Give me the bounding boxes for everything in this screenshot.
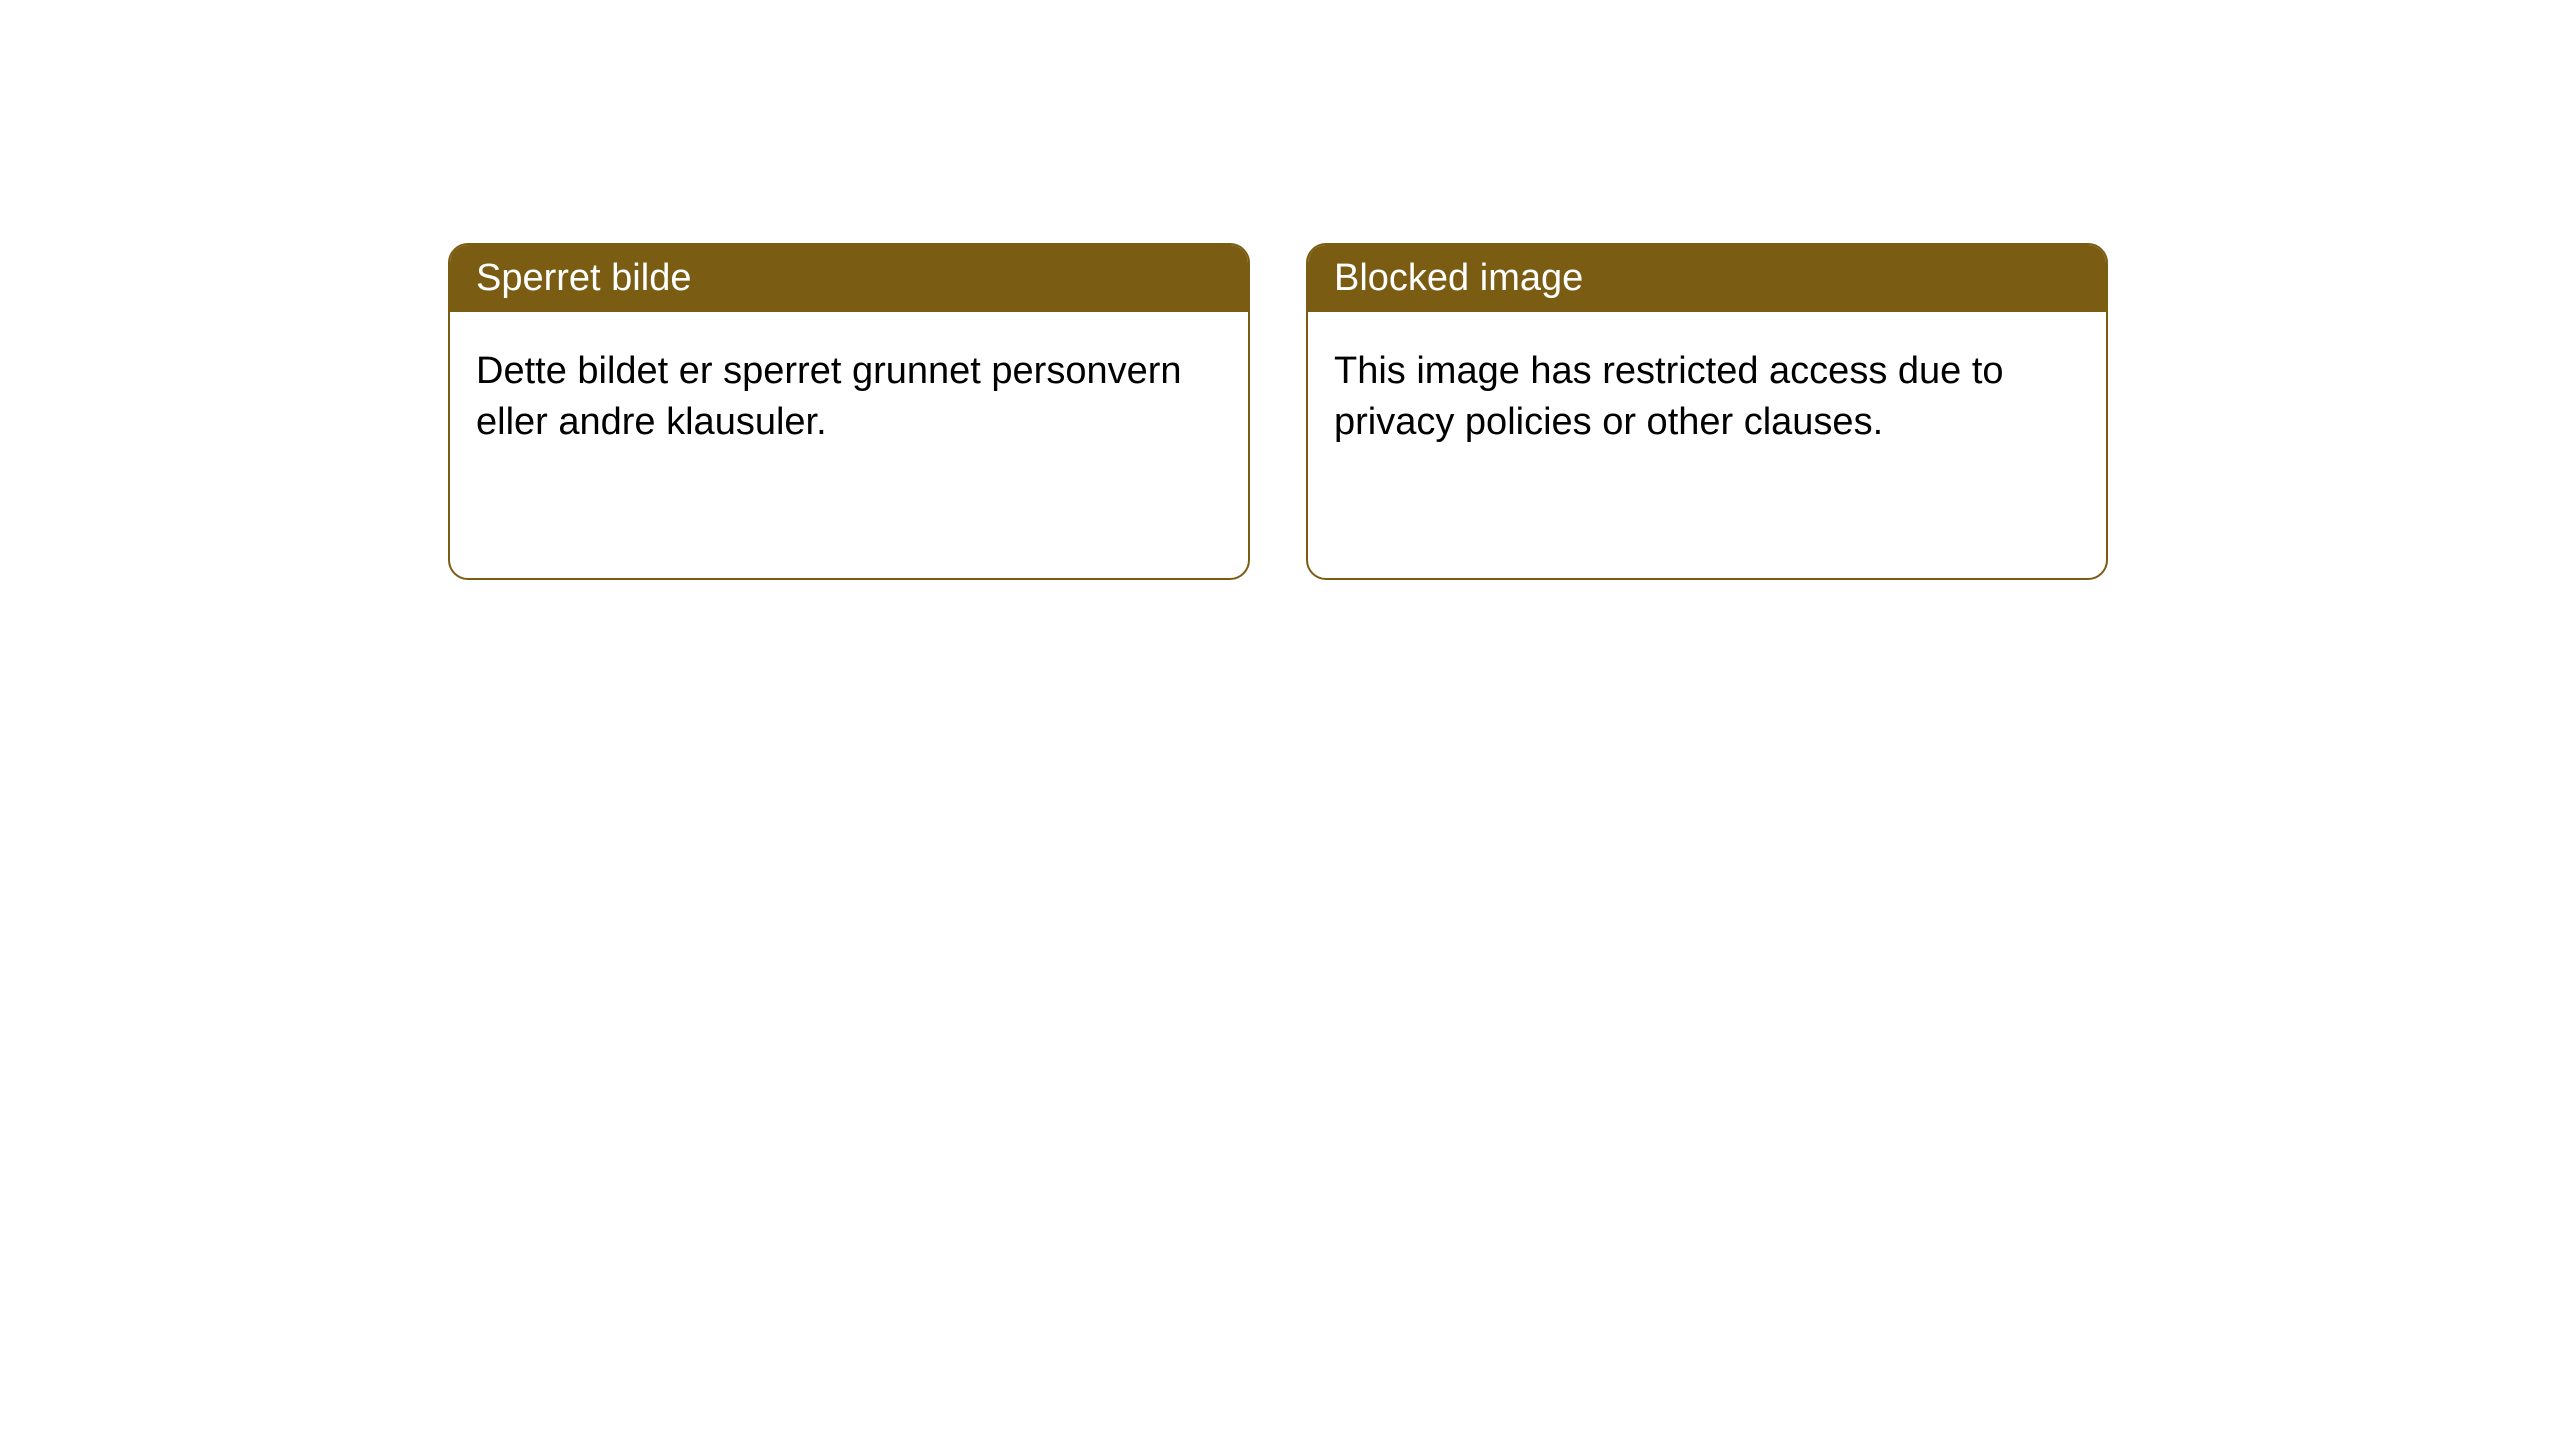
notice-card-english: Blocked image This image has restricted …: [1306, 243, 2108, 580]
card-title-english: Blocked image: [1308, 245, 2106, 312]
card-title-norwegian: Sperret bilde: [450, 245, 1248, 312]
card-body-english: This image has restricted access due to …: [1308, 312, 2106, 483]
notice-cards-container: Sperret bilde Dette bildet er sperret gr…: [448, 243, 2108, 580]
card-body-norwegian: Dette bildet er sperret grunnet personve…: [450, 312, 1248, 483]
notice-card-norwegian: Sperret bilde Dette bildet er sperret gr…: [448, 243, 1250, 580]
